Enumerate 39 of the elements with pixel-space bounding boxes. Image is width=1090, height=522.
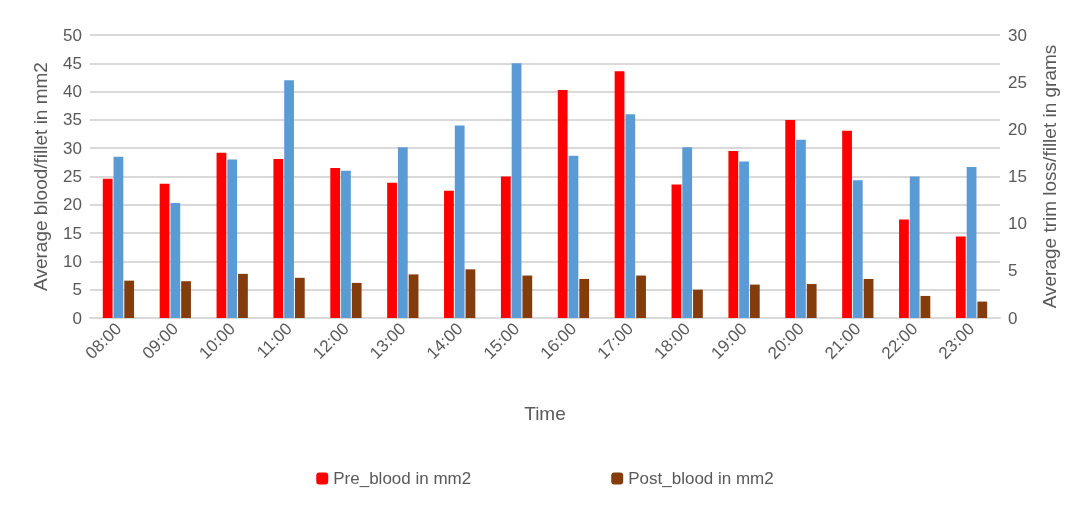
bar xyxy=(920,295,931,318)
y-tick-label: 50 xyxy=(63,25,82,45)
y-axis-title: Average blood/fillet in mm2 xyxy=(30,62,51,291)
bar xyxy=(636,275,646,318)
y2-tick-label: 15 xyxy=(1008,167,1027,186)
y2-tick-label: 20 xyxy=(1008,119,1027,139)
bar xyxy=(351,282,362,318)
bar xyxy=(749,284,760,318)
y2-tick-label: 30 xyxy=(1008,25,1027,45)
y2-tick-label: 0 xyxy=(1008,308,1018,328)
bar xyxy=(124,280,135,318)
x-axis-title: Time xyxy=(524,403,566,424)
legend-label: Pre_blood in mm2 xyxy=(333,469,472,488)
bar xyxy=(294,277,305,318)
bar xyxy=(977,301,988,318)
bar xyxy=(579,278,590,318)
y-tick-label: 45 xyxy=(63,53,82,73)
bar xyxy=(863,278,874,318)
y2-tick-label: 10 xyxy=(1008,214,1027,234)
y-tick-label: 40 xyxy=(63,82,82,102)
bar xyxy=(806,284,817,318)
y-tick-label: 30 xyxy=(63,138,82,158)
y-tick-label: 0 xyxy=(72,308,82,328)
y-tick-label: 25 xyxy=(63,167,82,186)
bar xyxy=(465,269,476,318)
y-tick-label: 20 xyxy=(63,195,82,215)
bar xyxy=(408,274,419,318)
y-tick-label: 35 xyxy=(63,110,82,130)
bar xyxy=(522,275,533,318)
legend-label: Post_blood in mm2 xyxy=(628,469,774,488)
y-tick-label: 5 xyxy=(72,280,82,300)
y2-tick-label: 5 xyxy=(1008,261,1018,281)
y2-axis-title: Average trim loss/fillet in grams xyxy=(1039,44,1060,309)
bar xyxy=(181,281,191,318)
bar xyxy=(238,273,248,318)
y-tick-label: 10 xyxy=(63,251,82,271)
y-tick-label: 15 xyxy=(63,223,82,243)
y2-tick-label: 25 xyxy=(1008,72,1027,92)
bar xyxy=(693,289,703,318)
